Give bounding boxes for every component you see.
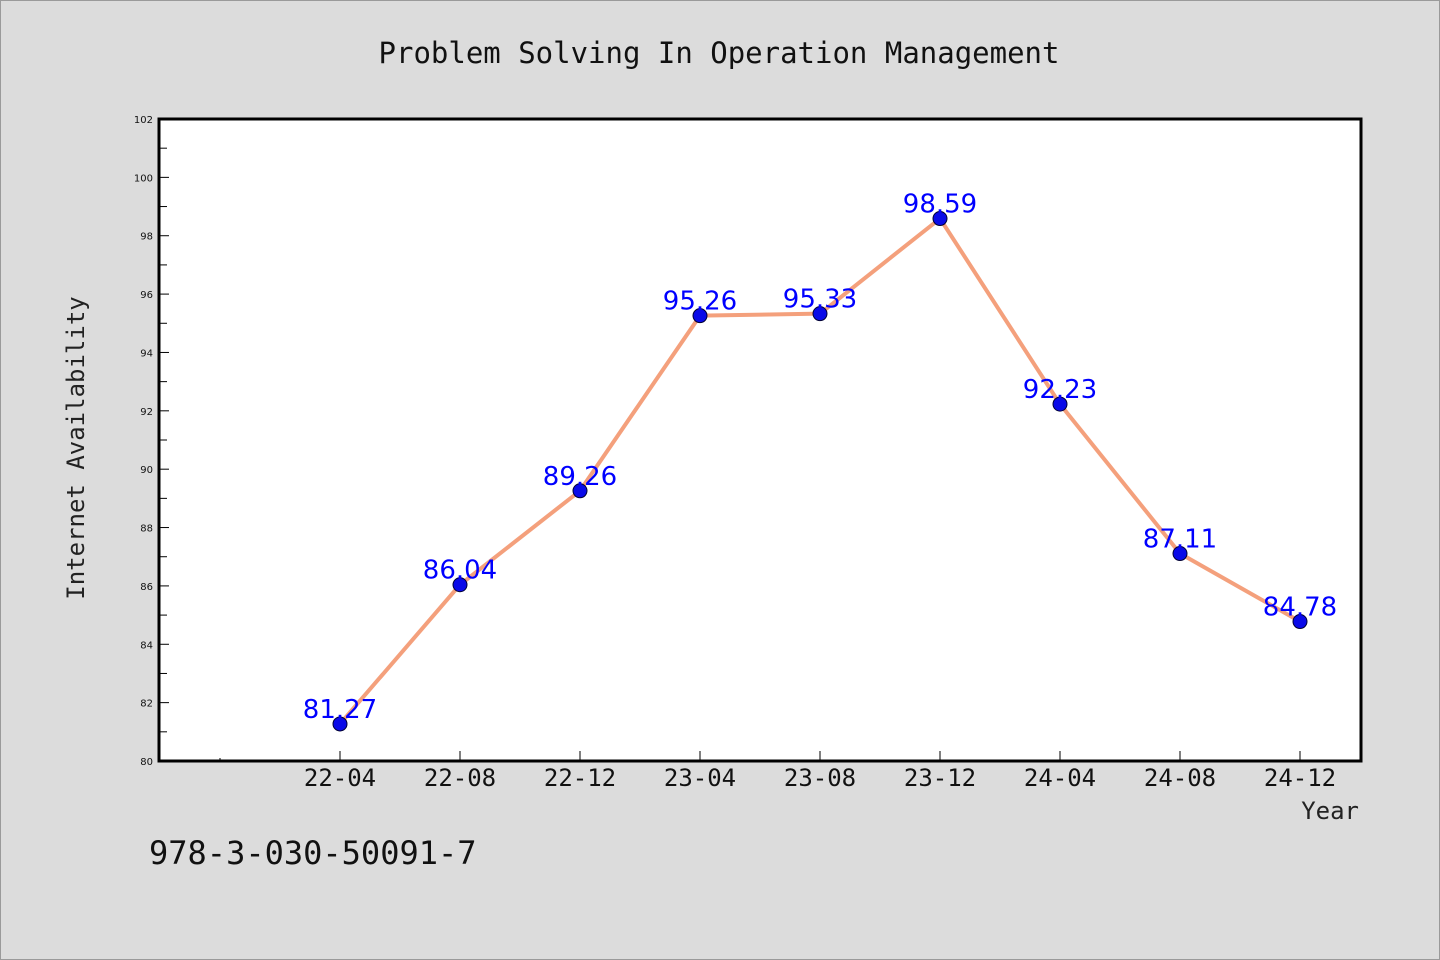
x-axis-label: Year [1301, 797, 1359, 825]
y-tick-label: 82 [140, 699, 153, 710]
chart-title: Problem Solving In Operation Management [379, 36, 1060, 70]
data-point [452, 577, 468, 593]
x-axis: 22-04 22-08 22-12 23-04 23-08 23-12 24-04 24-08… [219, 751, 1336, 792]
y-tick-label: 88 [140, 524, 153, 535]
series-markers [332, 211, 1308, 732]
x-tick-label: 24-08 [1144, 764, 1216, 792]
x-tick-label: 23-04 [664, 764, 736, 792]
data-label: 92.23 [1023, 375, 1097, 405]
data-point [1292, 614, 1308, 630]
plot-area [159, 119, 1361, 761]
data-label: 89.26 [543, 462, 617, 492]
y-tick-label: 96 [140, 290, 153, 301]
data-point [1052, 396, 1068, 412]
data-point [692, 308, 708, 324]
data-point [572, 483, 588, 499]
data-label: 95.26 [663, 287, 737, 317]
x-tick-label: 22-12 [544, 764, 616, 792]
data-label: 98.59 [903, 190, 977, 220]
x-tick-label: 23-08 [784, 764, 856, 792]
y-tick-label: 98 [140, 232, 153, 243]
y-tick-label: 94 [140, 348, 153, 359]
isbn-annotation: 978-3-030-50091-7 [149, 834, 477, 872]
x-tick-label: 22-04 [304, 764, 376, 792]
y-tick-label: 80 [140, 757, 153, 768]
y-tick-label: 102 [134, 115, 153, 126]
x-tick-label: 24-12 [1264, 764, 1336, 792]
data-label: 84.78 [1263, 593, 1337, 623]
data-label: 86.04 [423, 556, 497, 586]
x-tick-label: 22-08 [424, 764, 496, 792]
data-label: 87.11 [1143, 525, 1217, 555]
y-tick-label: 92 [140, 407, 153, 418]
x-tick-label: 23-12 [904, 764, 976, 792]
data-point [812, 306, 828, 322]
data-label: 95.33 [783, 285, 857, 315]
data-label: 81.27 [303, 695, 377, 725]
y-tick-label: 86 [140, 582, 153, 593]
data-point [1172, 546, 1188, 562]
y-axis: 80 82 84 86 88 90 92 94 96 98 100 102 [134, 115, 169, 768]
y-axis-label: Internet Availability [62, 296, 90, 599]
y-tick-label: 84 [140, 640, 153, 651]
data-point [332, 716, 348, 732]
data-point [932, 211, 948, 227]
plot-border [157, 117, 1363, 763]
x-tick-label: 24-04 [1024, 764, 1096, 792]
y-tick-label: 90 [140, 465, 153, 476]
y-tick-label: 100 [134, 173, 153, 184]
data-labels: 81.27 86.04 89.26 95.26 95.33 98.59 92.23 87.11… [303, 190, 1337, 725]
